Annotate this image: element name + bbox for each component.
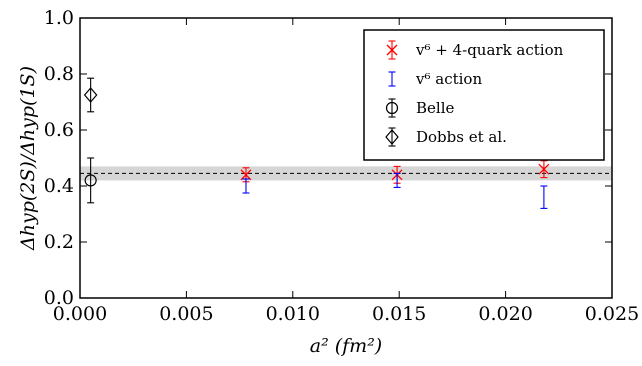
legend-box — [363, 29, 605, 161]
data-point-marker — [538, 163, 550, 175]
x-tick-label: 0.020 — [478, 303, 532, 325]
data-marks-layer — [83, 77, 550, 209]
series-1 — [242, 172, 548, 209]
x-tick-label: 0.015 — [372, 303, 426, 325]
data-point-marker — [240, 169, 252, 181]
x-axis-label: a² (fm²) — [310, 335, 382, 357]
x-tick-label: 0.010 — [266, 303, 320, 325]
series-3 — [83, 77, 98, 113]
data-point-marker — [83, 87, 98, 103]
y-tick-label: 0.4 — [44, 175, 74, 197]
legend-marker — [385, 101, 399, 115]
legend-label: Dobbs et al. — [416, 128, 507, 146]
x-tick-label: 0.005 — [159, 303, 213, 325]
y-tick-label: 0.2 — [44, 231, 74, 253]
data-point-marker — [84, 174, 97, 187]
legend: v⁶ + 4-quark action v⁶ action Belle Dobbs e… — [363, 29, 605, 161]
x-tick-label: 0.025 — [585, 303, 639, 325]
y-tick-label: 0.6 — [44, 119, 74, 141]
legend-label: v⁶ action — [415, 70, 482, 88]
legend-item: v⁶ action — [388, 70, 482, 88]
legend-marker — [385, 129, 399, 145]
x-tick-label: 0.000 — [53, 303, 107, 325]
y-axis-label: Δhyp(2S)/Δhyp(1S) — [17, 66, 39, 251]
legend-items: v⁶ + 4-quark action v⁶ action Belle Dobbs e… — [385, 40, 564, 147]
legend-item: v⁶ + 4-quark action — [386, 40, 564, 60]
legend-item: Dobbs et al. — [385, 127, 507, 147]
uncertainty-band-layer — [80, 166, 612, 181]
y-tick-label: 0.8 — [44, 63, 74, 85]
legend-item: Belle — [385, 98, 454, 118]
plot-frame — [79, 17, 613, 299]
series-0 — [240, 160, 550, 184]
series-2 — [84, 157, 97, 204]
axis-ticks-layer: 0.000 0.005 0.010 0.015 0.020 0.025 0.0 0.2 0.4 0… — [44, 7, 639, 325]
y-tick-label: 0.0 — [44, 287, 74, 309]
y-tick-label: 1.0 — [44, 7, 74, 29]
legend-label: v⁶ + 4-quark action — [415, 41, 564, 59]
legend-marker — [386, 44, 398, 56]
legend-label: Belle — [416, 99, 454, 117]
